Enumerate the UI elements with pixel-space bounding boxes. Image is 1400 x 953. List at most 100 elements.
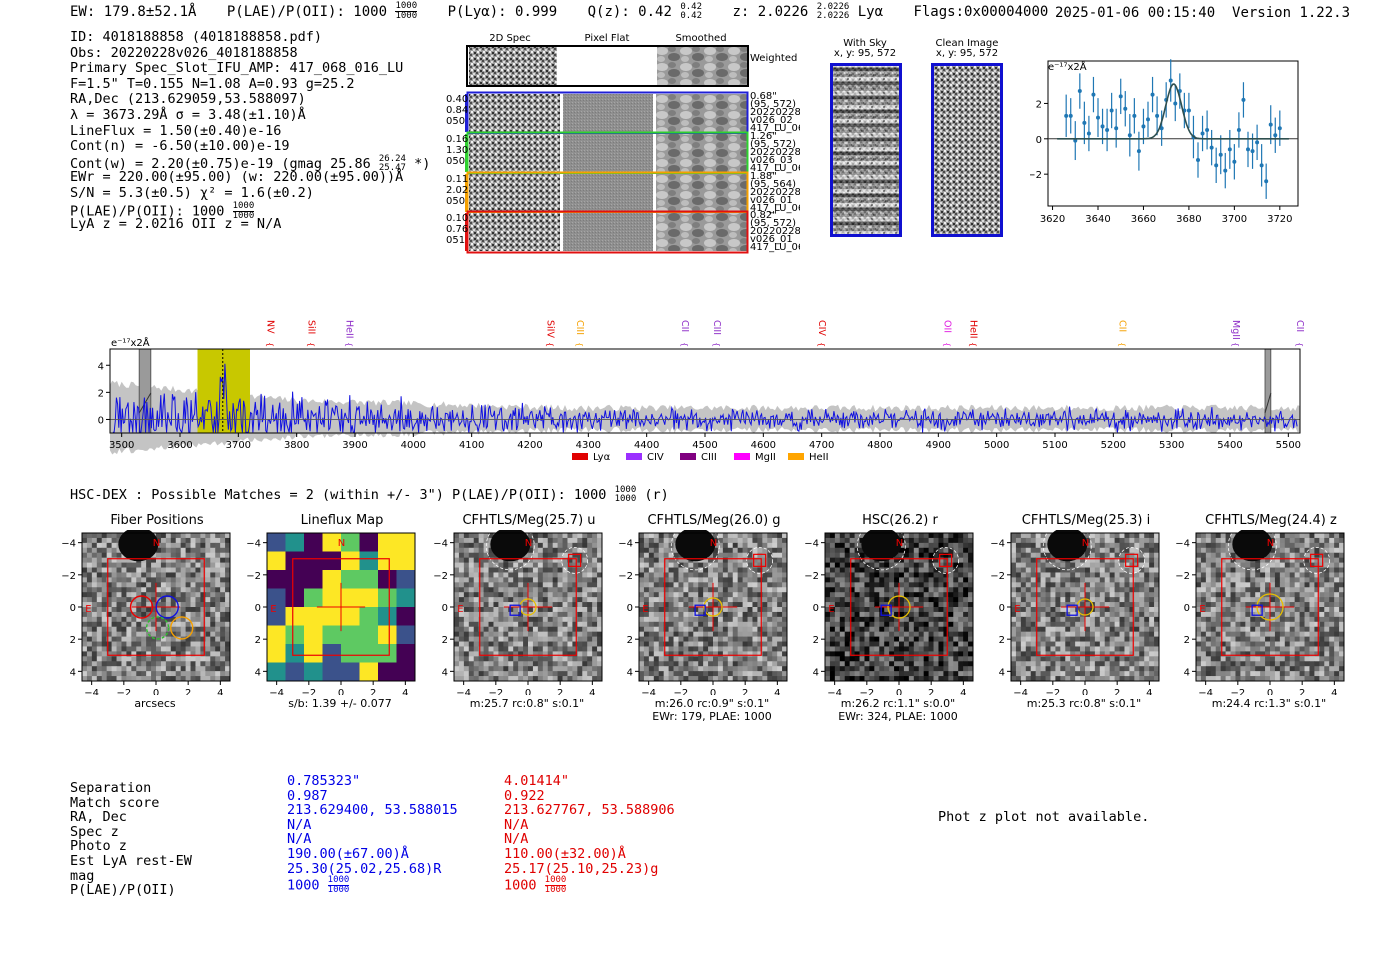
x-tick-label: 5300	[1159, 440, 1184, 451]
data-point	[1159, 110, 1164, 146]
fiber-weight: 0.40	[446, 94, 468, 105]
y-tick-label: 0	[442, 603, 448, 614]
plot-frame	[1047, 60, 1299, 207]
line-marker-bracket: {	[266, 342, 275, 347]
noise-envelope	[110, 380, 1300, 455]
fiber-info: 20220228	[750, 187, 800, 198]
x-tick-label: 4600	[751, 440, 776, 451]
fiber-info: v026_03	[750, 155, 793, 166]
full-spectrum-unit: e⁻¹⁷x2Å	[111, 336, 150, 349]
data-point	[1241, 82, 1246, 118]
bright-source	[861, 530, 902, 562]
fiber-info: 417_LU_063	[750, 203, 800, 214]
y-tick-label: −2	[990, 571, 1005, 582]
with-sky-panel: With Sky x, y: 95, 572	[820, 38, 910, 59]
x-tick-label: 4	[960, 688, 966, 695]
line-fit-unit: e⁻¹⁷x2Å	[1048, 60, 1087, 73]
clean-image-coords: x, y: 95, 572	[935, 48, 999, 59]
x-tick-label: 4400	[634, 440, 659, 451]
match-box	[753, 553, 767, 567]
match-table-value: 0.785323"	[287, 773, 361, 789]
info-lyaz: LyA z = 2.0216 OII z = N/A	[70, 216, 282, 233]
y-tick-label: 0	[1036, 135, 1042, 146]
x-tick-label: 4	[217, 688, 223, 695]
data-point	[1214, 147, 1219, 184]
match-table-value: 213.627767, 53.588906	[504, 802, 675, 819]
x-tick-label: −4	[641, 688, 656, 695]
info-obs: Obs: 20220228v026_4018188858	[70, 44, 298, 61]
y-tick-label: 0	[999, 603, 1005, 614]
x-tick-label: 3720	[1267, 214, 1292, 225]
info-contn: Cont(n) = -6.50(±10.00)e-19	[70, 138, 290, 155]
fiber-weight: 0.11	[446, 174, 468, 185]
cutout-caption: m:26.0 rc:0.9" s:0.1"	[654, 697, 770, 710]
x-tick-label: 0	[153, 688, 159, 695]
match-table-label: Photo z	[70, 838, 127, 855]
y-tick-label: −4	[990, 539, 1005, 550]
x-tick-label: 4	[589, 688, 595, 695]
cutout-caption: m:25.7 rc:0.8" s:0.1"	[469, 697, 585, 710]
x-tick-label: 2	[557, 688, 563, 695]
match-box	[1310, 553, 1324, 567]
y-tick-label: −4	[61, 539, 76, 550]
catalog-box	[694, 604, 706, 616]
fiber-weight: 050	[446, 116, 465, 127]
bright-source	[1232, 530, 1273, 562]
x-tick-label: −2	[673, 688, 688, 695]
line-marker-bracket: {	[1231, 342, 1240, 347]
fiber-info: 417_LU_063	[750, 163, 800, 174]
data-point	[1232, 144, 1237, 180]
plae-summary: P(LAE)/P(OII): 1000 1000 1000	[226, 1, 418, 21]
info-plae: P(LAE)/P(OII): 1000 1000 1000	[70, 200, 255, 221]
fiber-info: 417_LU_063	[750, 123, 800, 134]
z-summary: z: 2.0226 2.0226 2.0226 Lyα	[732, 1, 884, 21]
fiber-weight: 050	[446, 156, 465, 167]
cutout-panel: CFHTLS/Meg(24.4) z N E −4 4 −2 2 0 0 2 −2 4 −4 m:24.4…	[1174, 510, 1345, 725]
data-point	[1264, 163, 1269, 199]
bright-source	[490, 530, 531, 562]
line-marker-label: HeII	[968, 320, 979, 339]
fiber-weight: 051	[446, 235, 465, 246]
with-sky-coords: x, y: 95, 572	[833, 48, 897, 59]
data-point	[1277, 110, 1282, 146]
cutout-title: CFHTLS/Meg(26.0) g	[647, 513, 781, 528]
x-tick-label: 4300	[576, 440, 601, 451]
bright-source	[118, 530, 159, 562]
x-tick-label: 0	[1082, 688, 1088, 695]
with-sky-image	[830, 63, 902, 237]
info-lineflux: LineFlux = 1.50(±0.40)e-16	[70, 122, 282, 139]
x-tick-label: −2	[1045, 688, 1060, 695]
x-tick-label: 3640	[1085, 214, 1110, 225]
x-tick-label: −4	[1198, 688, 1213, 695]
data-point	[1118, 78, 1123, 115]
y-tick-label: 2	[813, 635, 819, 646]
north-label: N	[525, 538, 532, 549]
data-point	[1091, 76, 1096, 113]
spec2d-col-header: Pixel Flat	[585, 33, 630, 44]
y-tick-label: 4	[442, 667, 448, 678]
data-point	[1155, 96, 1160, 136]
info-lambda: λ = 3673.29Å σ = 3.48(±1.10)Å	[70, 106, 306, 123]
data-point	[1196, 142, 1200, 178]
info-ewr: EWr = 220.00(±95.00) (w: 220.00(±95.00))…	[70, 169, 404, 186]
data-point	[1150, 76, 1155, 113]
x-tick-label: 3900	[342, 440, 367, 451]
x-tick-label: 0	[710, 688, 716, 695]
y-tick-label: 2	[255, 635, 261, 646]
x-tick-label: 0	[896, 688, 902, 695]
y-tick-label: 2	[627, 635, 633, 646]
x-tick-label: 4900	[926, 440, 951, 451]
ifu-frame	[479, 558, 577, 656]
weighted-sum-row: Weighted Sum	[466, 45, 800, 87]
cutout-image: N E −4 4 −2 2 0 0 2 −2 4 −4	[1175, 530, 1345, 695]
hsc-dex-header: HSC-DEX : Possible Matches = 2 (within +…	[70, 485, 669, 504]
data-point	[1068, 98, 1073, 134]
y-tick-label: 4	[999, 667, 1005, 678]
fiber-info: (95, 572)	[750, 99, 796, 110]
match-table-label: Separation	[70, 780, 152, 796]
match-box	[568, 553, 582, 567]
fiber-info: 20220228	[750, 107, 800, 118]
fiber-info: 20220228	[750, 226, 800, 237]
match-table-value: N/A	[504, 816, 529, 833]
info-fparams: F=1.5" T=0.155 N=1.08 A=0.93 g=25.2	[70, 75, 355, 92]
